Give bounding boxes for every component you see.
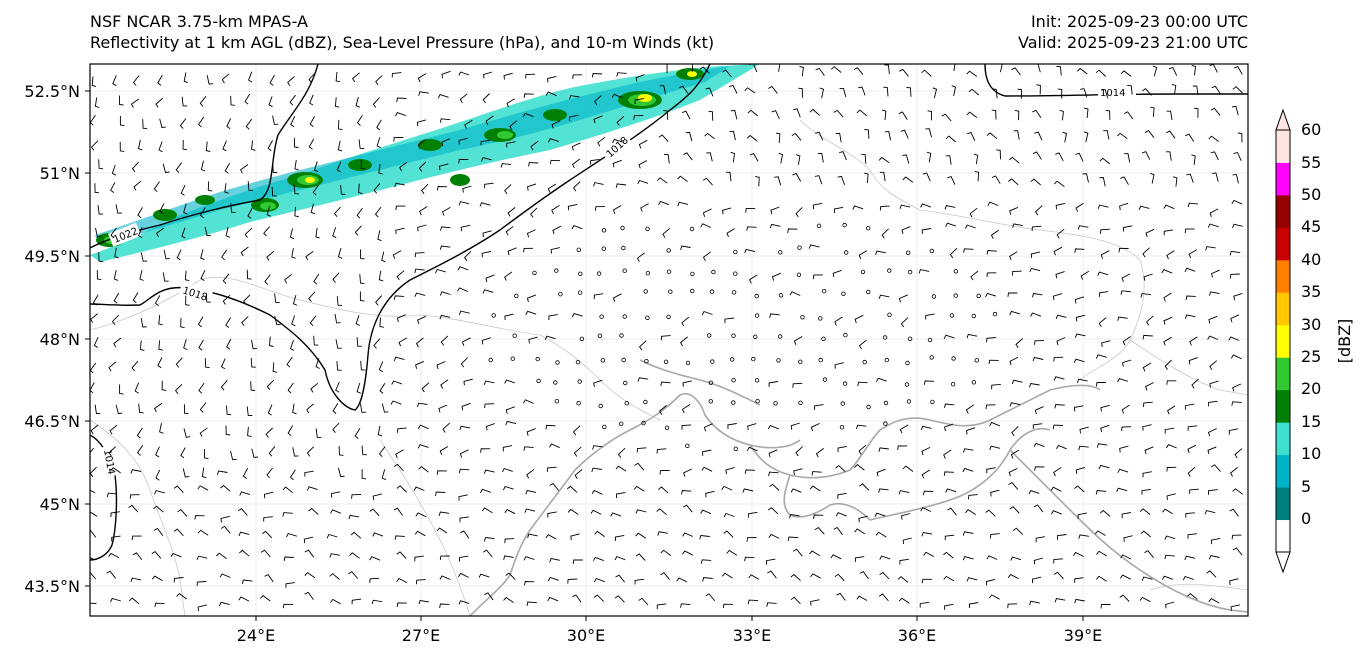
lon-label: 36°E (898, 626, 936, 645)
colorbar-segment (1276, 422, 1290, 455)
colorbar-tick: 55 (1301, 153, 1321, 172)
colorbar-tick: 10 (1301, 444, 1321, 463)
lon-label: 30°E (567, 626, 605, 645)
colorbar-tick: 50 (1301, 185, 1321, 204)
colorbar-segment (1276, 292, 1290, 325)
colorbar-tick: 45 (1301, 217, 1321, 236)
lon-label: 39°E (1064, 626, 1102, 645)
colorbar-segment (1276, 487, 1290, 520)
lat-label: 49.5°N (24, 247, 80, 266)
colorbar-tick: 20 (1301, 379, 1321, 398)
colorbar-segment (1276, 130, 1290, 163)
colorbar-segment (1276, 455, 1290, 488)
lon-label: 33°E (733, 626, 771, 645)
colorbar-max-extend (1276, 110, 1290, 130)
colorbar-boxes (1276, 130, 1290, 552)
colorbar-tick: 60 (1301, 120, 1321, 139)
lat-axis: 52.5°N 51°N 49.5°N 48°N 46.5°N 45°N 43.5… (24, 82, 90, 596)
colorbar-tick: 40 (1301, 250, 1321, 269)
colorbar-tick: 25 (1301, 347, 1321, 366)
lon-label: 24°E (237, 626, 275, 645)
colorbar-tick: 35 (1301, 282, 1321, 301)
colorbar-segment (1276, 260, 1290, 293)
colorbar-segment (1276, 357, 1290, 390)
colorbar-tick: 0 (1301, 509, 1311, 528)
colorbar-tick: 15 (1301, 412, 1321, 431)
colorbar-segment (1276, 195, 1290, 228)
colorbar-tick: 5 (1301, 477, 1311, 496)
lat-label: 46.5°N (24, 412, 80, 431)
lat-label: 51°N (40, 164, 80, 183)
colorbar-segment (1276, 227, 1290, 260)
colorbar-ticks: 0 5 10 15 20 25 30 35 40 45 50 55 60 (1301, 120, 1321, 528)
colorbar-segment (1276, 325, 1290, 358)
lon-label: 27°E (402, 626, 440, 645)
colorbar-min-extend (1276, 552, 1290, 572)
lon-axis: 24°E 27°E 30°E 33°E 36°E 39°E (237, 616, 1102, 645)
colorbar-label: [dBZ] (1335, 319, 1354, 364)
colorbar-segment (1276, 520, 1290, 552)
colorbar-segment (1276, 162, 1290, 195)
colorbar-segment (1276, 390, 1290, 423)
lat-label: 45°N (40, 495, 80, 514)
colorbar-tick: 30 (1301, 315, 1321, 334)
map-panel: 1014 1018 1022 1018 1014 (83, 61, 1248, 616)
lat-label: 48°N (40, 330, 80, 349)
lat-label: 43.5°N (24, 577, 80, 596)
lat-label: 52.5°N (24, 82, 80, 101)
colorbar: 0 5 10 15 20 25 30 35 40 45 50 55 60 [dB… (1276, 110, 1354, 572)
